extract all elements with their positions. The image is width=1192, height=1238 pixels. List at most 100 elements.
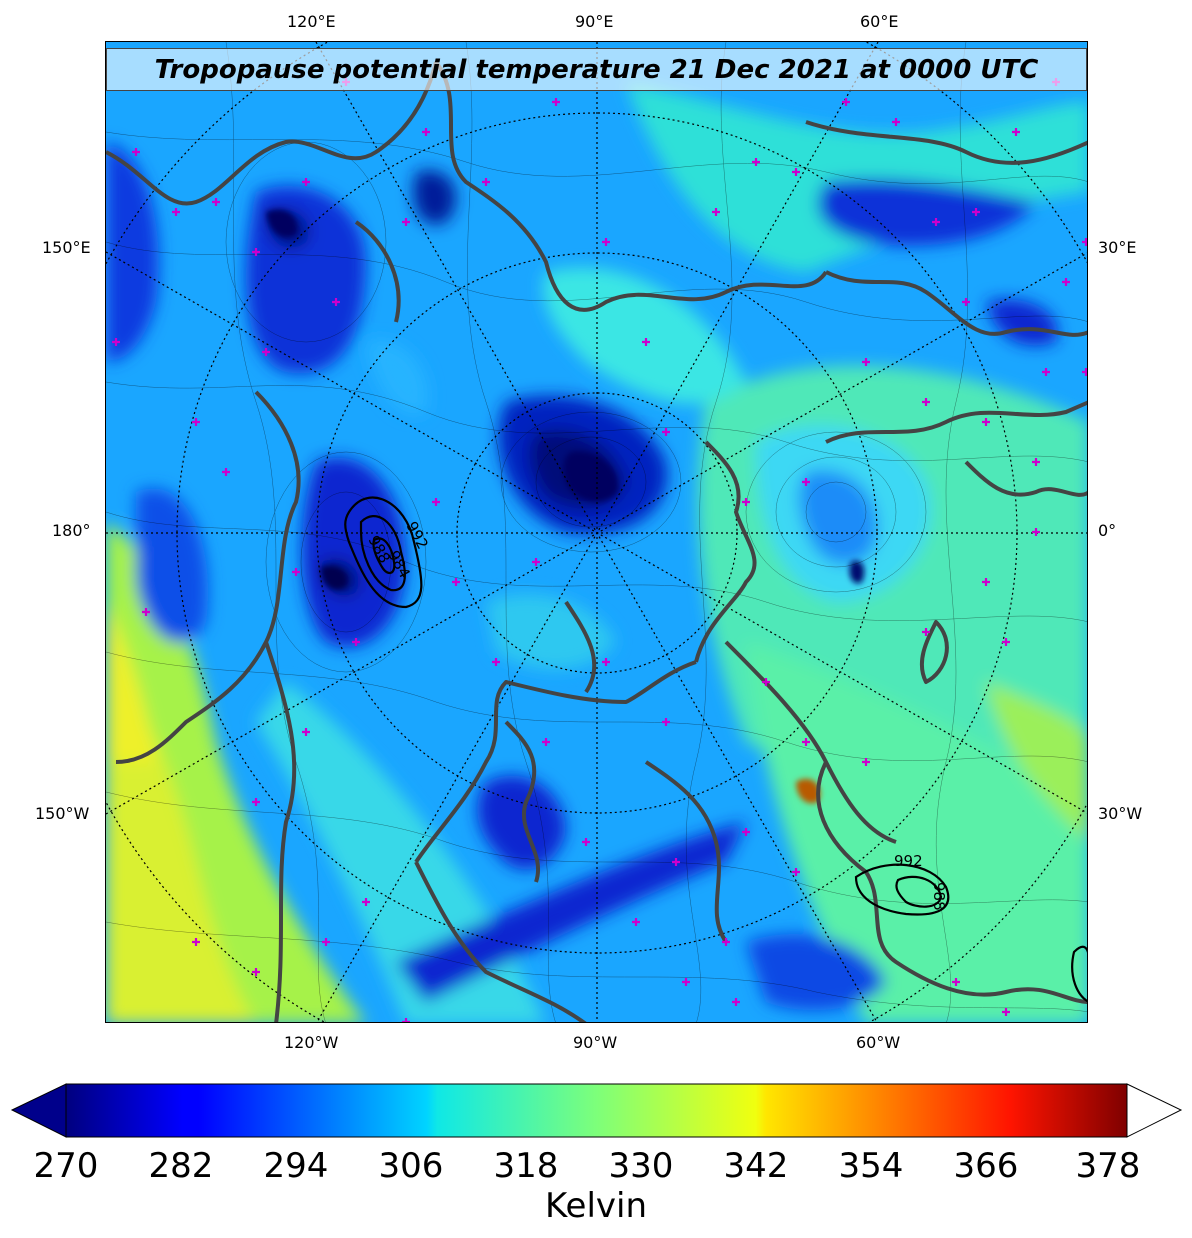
plus-marker-icon [492,658,500,666]
plus-marker-icon [552,98,560,106]
plus-marker-icon [662,718,670,726]
plus-marker-icon [972,208,980,216]
colorbar-gradient [65,1083,1128,1138]
colorbar-tick-282: 282 [148,1146,214,1186]
lon-label-right-30w: 30°W [1098,804,1143,823]
plus-marker-icon [482,178,490,186]
plus-marker-icon [452,578,460,586]
plus-marker-icon [402,1018,410,1022]
plus-marker-icon [292,568,300,576]
colorbar-over-triangle [1126,1083,1183,1138]
plus-marker-icon [712,208,720,216]
plus-marker-icon [132,148,140,156]
plus-marker-icon [732,998,740,1006]
plus-marker-icon [582,838,590,846]
plus-marker-icon [332,298,340,306]
plus-marker-icon [262,348,270,356]
plus-marker-icon [842,98,850,106]
temperature-field [106,82,1087,1022]
colorbar-under-triangle [10,1083,67,1138]
lon-label-top-60e: 60°E [860,12,899,31]
plus-marker-icon [662,428,670,436]
colorbar-tick-342: 342 [723,1146,789,1186]
plus-marker-icon [302,178,310,186]
plus-marker-icon [252,248,260,256]
plus-marker-icon [722,938,730,946]
plus-marker-icon [112,338,120,346]
plus-marker-icon [252,968,260,976]
plus-marker-icon [1082,238,1087,246]
pressure-contour-988-south [895,875,943,908]
plus-marker-icon [1042,368,1050,376]
graticule [106,42,1087,1022]
plus-marker-icon [642,338,650,346]
plus-marker-icon [1012,128,1020,136]
plus-marker-icon [802,738,810,746]
colorbar-tick-318: 318 [493,1146,559,1186]
plus-marker-icon [682,978,690,986]
colorbar-tick-294: 294 [263,1146,329,1186]
plus-marker-icon [952,978,960,986]
colorbar [10,1083,1183,1138]
plus-marker-icon [892,118,900,126]
pressure-contour-corner [1071,945,1087,1003]
plus-marker-icon [792,868,800,876]
plus-marker-icon [922,628,930,636]
plus-marker-icon [862,358,870,366]
lon-label-bottom-90w: 90°W [573,1033,618,1052]
plus-marker-icon [1032,528,1040,536]
plus-marker-icon [432,498,440,506]
plus-marker-icon [752,158,760,166]
lon-label-bottom-60w: 60°W [856,1033,901,1052]
title-banner: Tropopause potential temperature 21 Dec … [106,48,1087,91]
lon-label-bottom-120w: 120°W [284,1033,339,1052]
pressure-contour-988-north [359,515,406,592]
plus-marker-icon [742,828,750,836]
plus-marker-icon [1032,458,1040,466]
plus-marker-icon [672,858,680,866]
colorbar-tick-306: 306 [378,1146,444,1186]
plus-marker-icon [302,728,310,736]
lon-label-left-180: 180° [52,521,91,540]
lon-label-left-150w: 150°W [35,804,90,823]
plus-marker-icon [212,198,220,206]
plus-marker-icon [402,218,410,226]
colorbar-tick-378: 378 [1075,1146,1141,1186]
plus-marker-icon [322,938,330,946]
map-title: Tropopause potential temperature 21 Dec … [154,54,1039,85]
lon-label-top-120e: 120°E [287,12,336,31]
lon-label-top-90e: 90°E [575,12,614,31]
plus-marker-icon [862,758,870,766]
plus-marker-icon [922,398,930,406]
plus-marker-icon [602,238,610,246]
plus-marker-icon [172,208,180,216]
dark-vortices [266,209,865,804]
plus-marker-icon [632,918,640,926]
plus-marker-icon [962,298,970,306]
plus-marker-icon [982,578,990,586]
lon-label-right-0: 0° [1098,521,1117,540]
pressure-contour-992-south [854,863,950,916]
colorbar-tick-366: 366 [953,1146,1019,1186]
colorbar-tick-330: 330 [608,1146,674,1186]
theta-contours [106,42,1087,1022]
plus-marker-icon [1082,368,1087,376]
plus-marker-icon [222,468,230,476]
plus-marker-icon [802,478,810,486]
contour-label-992-south: 992 [894,852,923,870]
plus-marker-icon [742,498,750,506]
plus-marker-icon [142,608,150,616]
plus-marker-icon [602,658,610,666]
plus-marker-icon [362,898,370,906]
coastlines [106,60,1087,1022]
colorbar-label: Kelvin [544,1186,648,1226]
plus-marker-icon [422,128,430,136]
pressure-contour-992-north [344,496,423,609]
lon-label-right-30e: 30°E [1098,238,1137,257]
map-panel: 992 988 984 992 988 [105,41,1088,1023]
lon-label-left-150e: 150°E [42,238,91,257]
plus-marker-icon [762,678,770,686]
plus-marker-icon [542,738,550,746]
pressure-contour-984-north [372,537,396,575]
plus-marker-icon [192,418,200,426]
